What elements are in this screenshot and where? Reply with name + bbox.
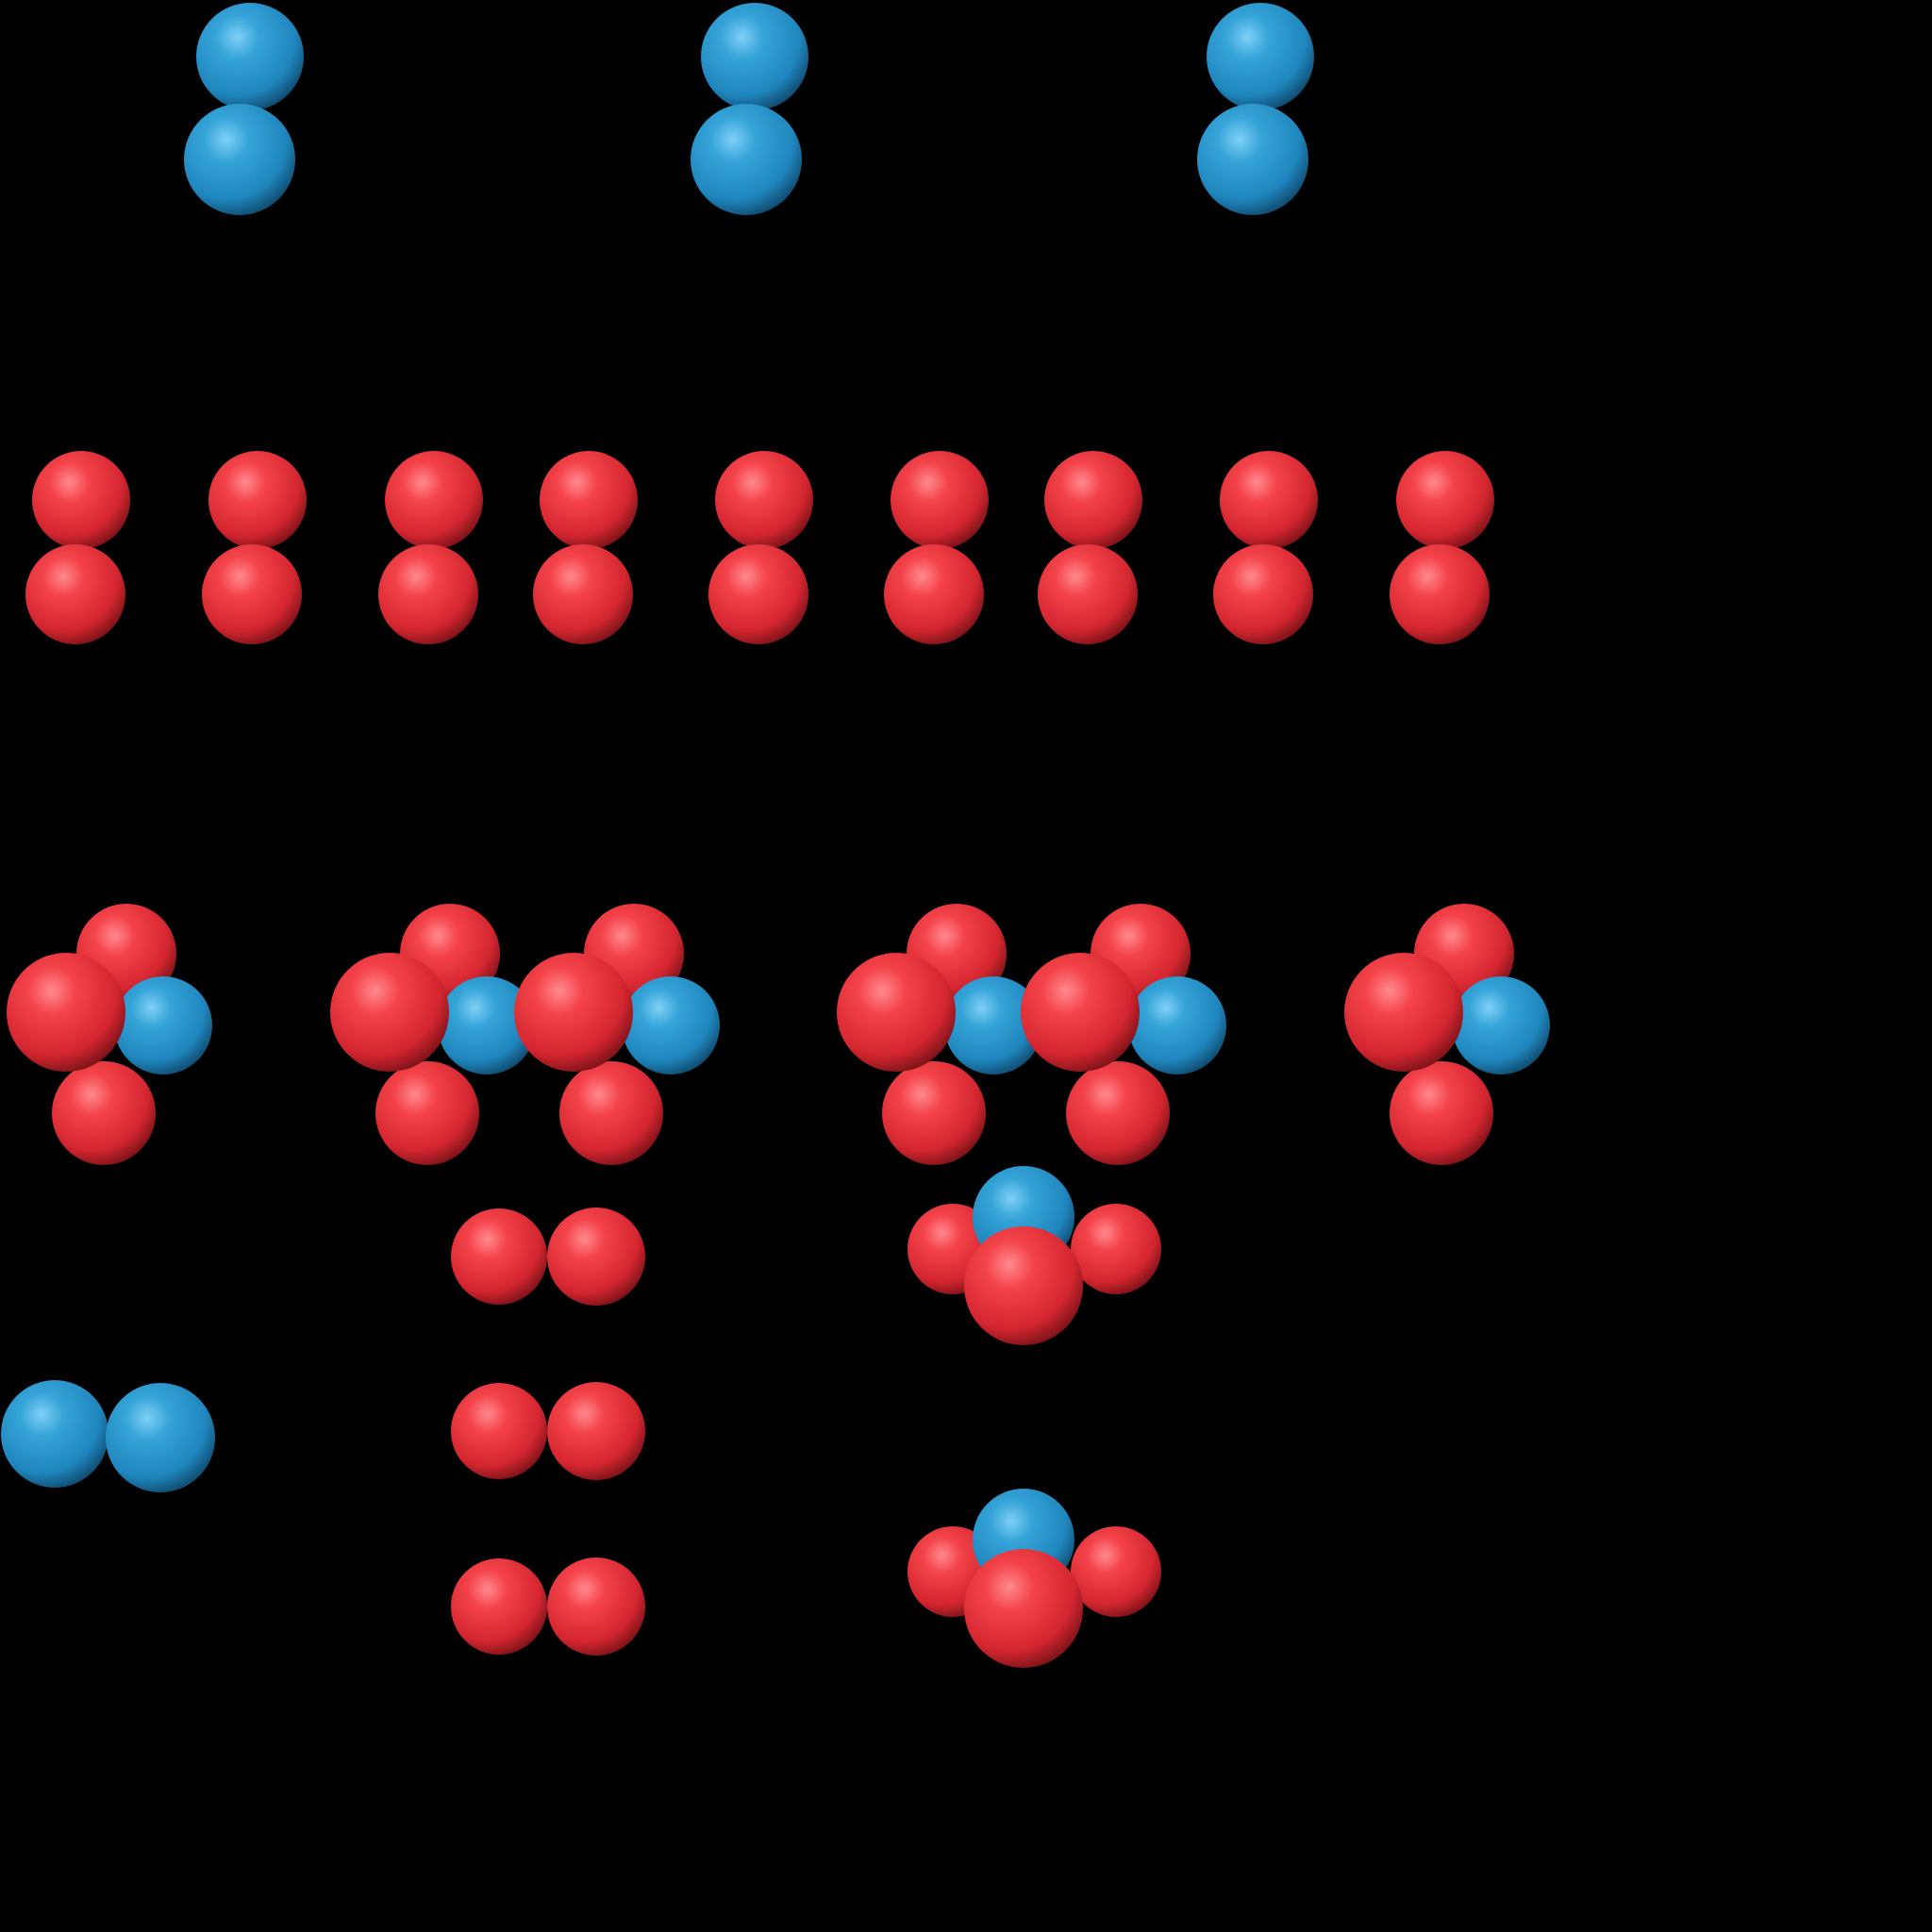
- o2-molecule: [202, 451, 307, 644]
- oxygen-atom: [547, 1208, 645, 1306]
- nitrogen-atom: [691, 104, 802, 215]
- n2-molecule: [1, 1380, 215, 1492]
- no3-molecule: [514, 904, 720, 1165]
- oxygen-atom: [32, 451, 130, 549]
- nitrogen-atom: [184, 104, 295, 215]
- no3-molecule: [1344, 904, 1550, 1165]
- oxygen-atom: [52, 1061, 156, 1165]
- oxygen-atom: [964, 1226, 1083, 1345]
- oxygen-atom: [330, 953, 449, 1072]
- oxygen-atom: [559, 1061, 663, 1165]
- oxygen-atom: [964, 1549, 1083, 1668]
- oxygen-atom: [1390, 544, 1490, 644]
- oxygen-atom: [451, 1208, 547, 1305]
- oxygen-atom: [208, 451, 307, 549]
- o2-molecule: [708, 451, 813, 644]
- oxygen-atom: [715, 451, 813, 549]
- oxygen-atom: [375, 1061, 479, 1165]
- molecules-layer: [1, 3, 1550, 1668]
- oxygen-atom: [1071, 1526, 1161, 1617]
- oxygen-atom: [1213, 544, 1313, 644]
- oxygen-atom: [1044, 451, 1142, 549]
- no3-molecule: [908, 1166, 1161, 1345]
- oxygen-atom: [451, 1383, 547, 1479]
- oxygen-atom: [547, 1382, 645, 1480]
- no3-molecule: [837, 904, 1042, 1165]
- oxygen-atom: [547, 1557, 645, 1656]
- o2-molecule: [1213, 451, 1318, 644]
- oxygen-atom: [837, 953, 956, 1072]
- o2-molecule: [378, 451, 483, 644]
- oxygen-atom: [1021, 953, 1140, 1072]
- nitrogen-atom: [196, 3, 304, 110]
- o2-molecule: [1038, 451, 1142, 644]
- n2-molecule: [691, 3, 808, 215]
- nitrogen-atom: [944, 976, 1042, 1074]
- o2-molecule: [25, 451, 130, 644]
- oxygen-atom: [25, 544, 125, 644]
- o2-molecule: [451, 1557, 645, 1656]
- nitrogen-atom: [1207, 3, 1314, 110]
- nitrogen-atom: [1128, 976, 1226, 1074]
- oxygen-atom: [533, 544, 633, 644]
- oxygen-atom: [1071, 1204, 1161, 1294]
- o2-molecule: [884, 451, 989, 644]
- n2-molecule: [184, 3, 304, 215]
- oxygen-atom: [1396, 451, 1494, 549]
- no3-molecule: [7, 904, 212, 1165]
- nitrogen-atom: [114, 976, 212, 1074]
- oxygen-atom: [1066, 1061, 1170, 1165]
- oxygen-atom: [540, 451, 638, 549]
- oxygen-atom: [882, 1061, 986, 1165]
- o2-molecule: [1390, 451, 1494, 644]
- oxygen-atom: [1390, 1061, 1493, 1165]
- oxygen-atom: [378, 544, 478, 644]
- nitrogen-atom: [106, 1383, 215, 1492]
- n2-molecule: [1197, 3, 1314, 215]
- oxygen-atom: [7, 953, 125, 1072]
- oxygen-atom: [514, 953, 633, 1072]
- nitrogen-atom: [1, 1380, 108, 1488]
- no3-molecule: [330, 904, 536, 1165]
- no3-molecule: [908, 1489, 1161, 1668]
- oxygen-atom: [1344, 953, 1463, 1072]
- oxygen-atom: [385, 451, 483, 549]
- no3-molecule: [1021, 904, 1226, 1165]
- oxygen-atom: [1220, 451, 1318, 549]
- o2-molecule: [451, 1208, 645, 1306]
- oxygen-atom: [202, 544, 302, 644]
- oxygen-atom: [891, 451, 989, 549]
- nitrogen-atom: [701, 3, 808, 110]
- oxygen-atom: [708, 544, 808, 644]
- o2-molecule: [451, 1382, 645, 1480]
- oxygen-atom: [1038, 544, 1138, 644]
- nitrogen-atom: [438, 976, 536, 1074]
- nitrogen-atom: [1197, 104, 1308, 215]
- nitrogen-atom: [622, 976, 720, 1074]
- o2-molecule: [533, 451, 638, 644]
- oxygen-atom: [884, 544, 984, 644]
- nitrogen-atom: [1452, 976, 1550, 1074]
- oxygen-atom: [451, 1558, 547, 1655]
